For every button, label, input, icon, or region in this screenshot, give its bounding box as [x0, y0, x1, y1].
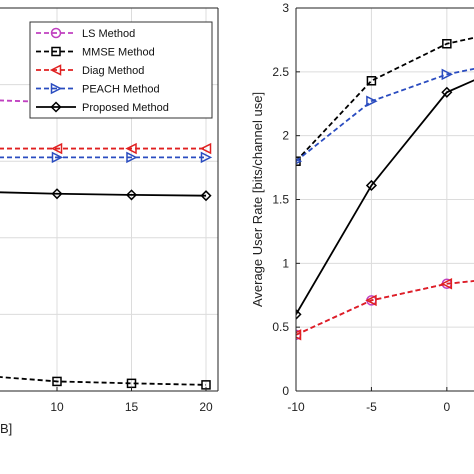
right-y-tick-label: 3 — [282, 1, 289, 15]
left-x-axis-label: B] — [0, 421, 12, 436]
legend-marker — [50, 82, 63, 95]
right-series-line — [296, 79, 474, 315]
left-series-point — [51, 151, 64, 164]
right-series-point — [442, 38, 452, 49]
right-series-point — [440, 278, 453, 290]
right-series-point — [365, 294, 377, 307]
right-y-tick-label: 0 — [282, 384, 289, 398]
legend-entry-label: MMSE Method — [82, 47, 155, 59]
left-series-point — [50, 142, 63, 155]
right-y-tick-label: 1.5 — [272, 193, 289, 207]
left-series-point — [200, 190, 212, 202]
right-grid — [295, 7, 474, 392]
left-series-line — [0, 191, 207, 197]
left-series-group — [0, 96, 213, 390]
left-series-line — [0, 376, 207, 386]
legend-entry-label: LS Method — [82, 28, 135, 40]
right-x-tick-label: 0 — [444, 400, 451, 414]
right-series-point — [296, 308, 302, 320]
right-chart-panel: 0 0.5 1 1.5 2 2.5 3 -10 -5 0 Average User Rate [bi… — [250, 1, 474, 414]
right-y-tick-label: 0.5 — [272, 320, 289, 334]
right-series-point — [296, 329, 302, 341]
right-series-point — [365, 179, 377, 192]
legend-marker — [51, 46, 61, 57]
left-series-point — [200, 151, 213, 164]
legend-marker — [49, 64, 62, 76]
left-series-point — [199, 142, 212, 155]
left-chart-panel: 10 15 20 B] LS Method MMSE Method Diag Method P… — [0, 7, 219, 436]
right-y-tick-label: 1 — [282, 256, 289, 270]
left-x-tick-label: 20 — [199, 400, 213, 414]
legend-marker — [50, 27, 62, 39]
right-series-point — [366, 76, 377, 86]
right-x-tick-label: -5 — [366, 400, 377, 414]
left-x-tick-label: 15 — [125, 400, 139, 414]
right-series-point — [441, 68, 454, 81]
legend-entry-label: Diag Method — [82, 65, 144, 77]
right-y-tick-label: 2 — [282, 129, 289, 143]
legend-entry-label: Proposed Method — [82, 102, 169, 114]
right-series-line — [296, 280, 474, 336]
right-series-line — [296, 67, 474, 162]
legend-entry-label: PEACH Method — [82, 84, 160, 96]
right-y-tick-label: 2.5 — [272, 65, 289, 79]
right-series-point — [366, 95, 378, 107]
left-series-point — [126, 151, 138, 164]
right-series-line — [296, 36, 474, 162]
left-series-point — [125, 142, 137, 155]
left-series-point — [51, 188, 63, 200]
left-series-point — [125, 189, 138, 201]
right-y-axis-label: Average User Rate [bits/channel use] — [250, 92, 265, 307]
right-x-tick-label: -10 — [287, 400, 305, 414]
legend: LS Method MMSE Method Diag Method PEACH Met… — [29, 21, 213, 119]
legend-marker — [50, 101, 62, 113]
left-x-tick-label: 10 — [50, 400, 64, 414]
right-series-group — [296, 36, 474, 341]
left-series-point — [52, 376, 62, 387]
right-series-point — [441, 86, 453, 98]
